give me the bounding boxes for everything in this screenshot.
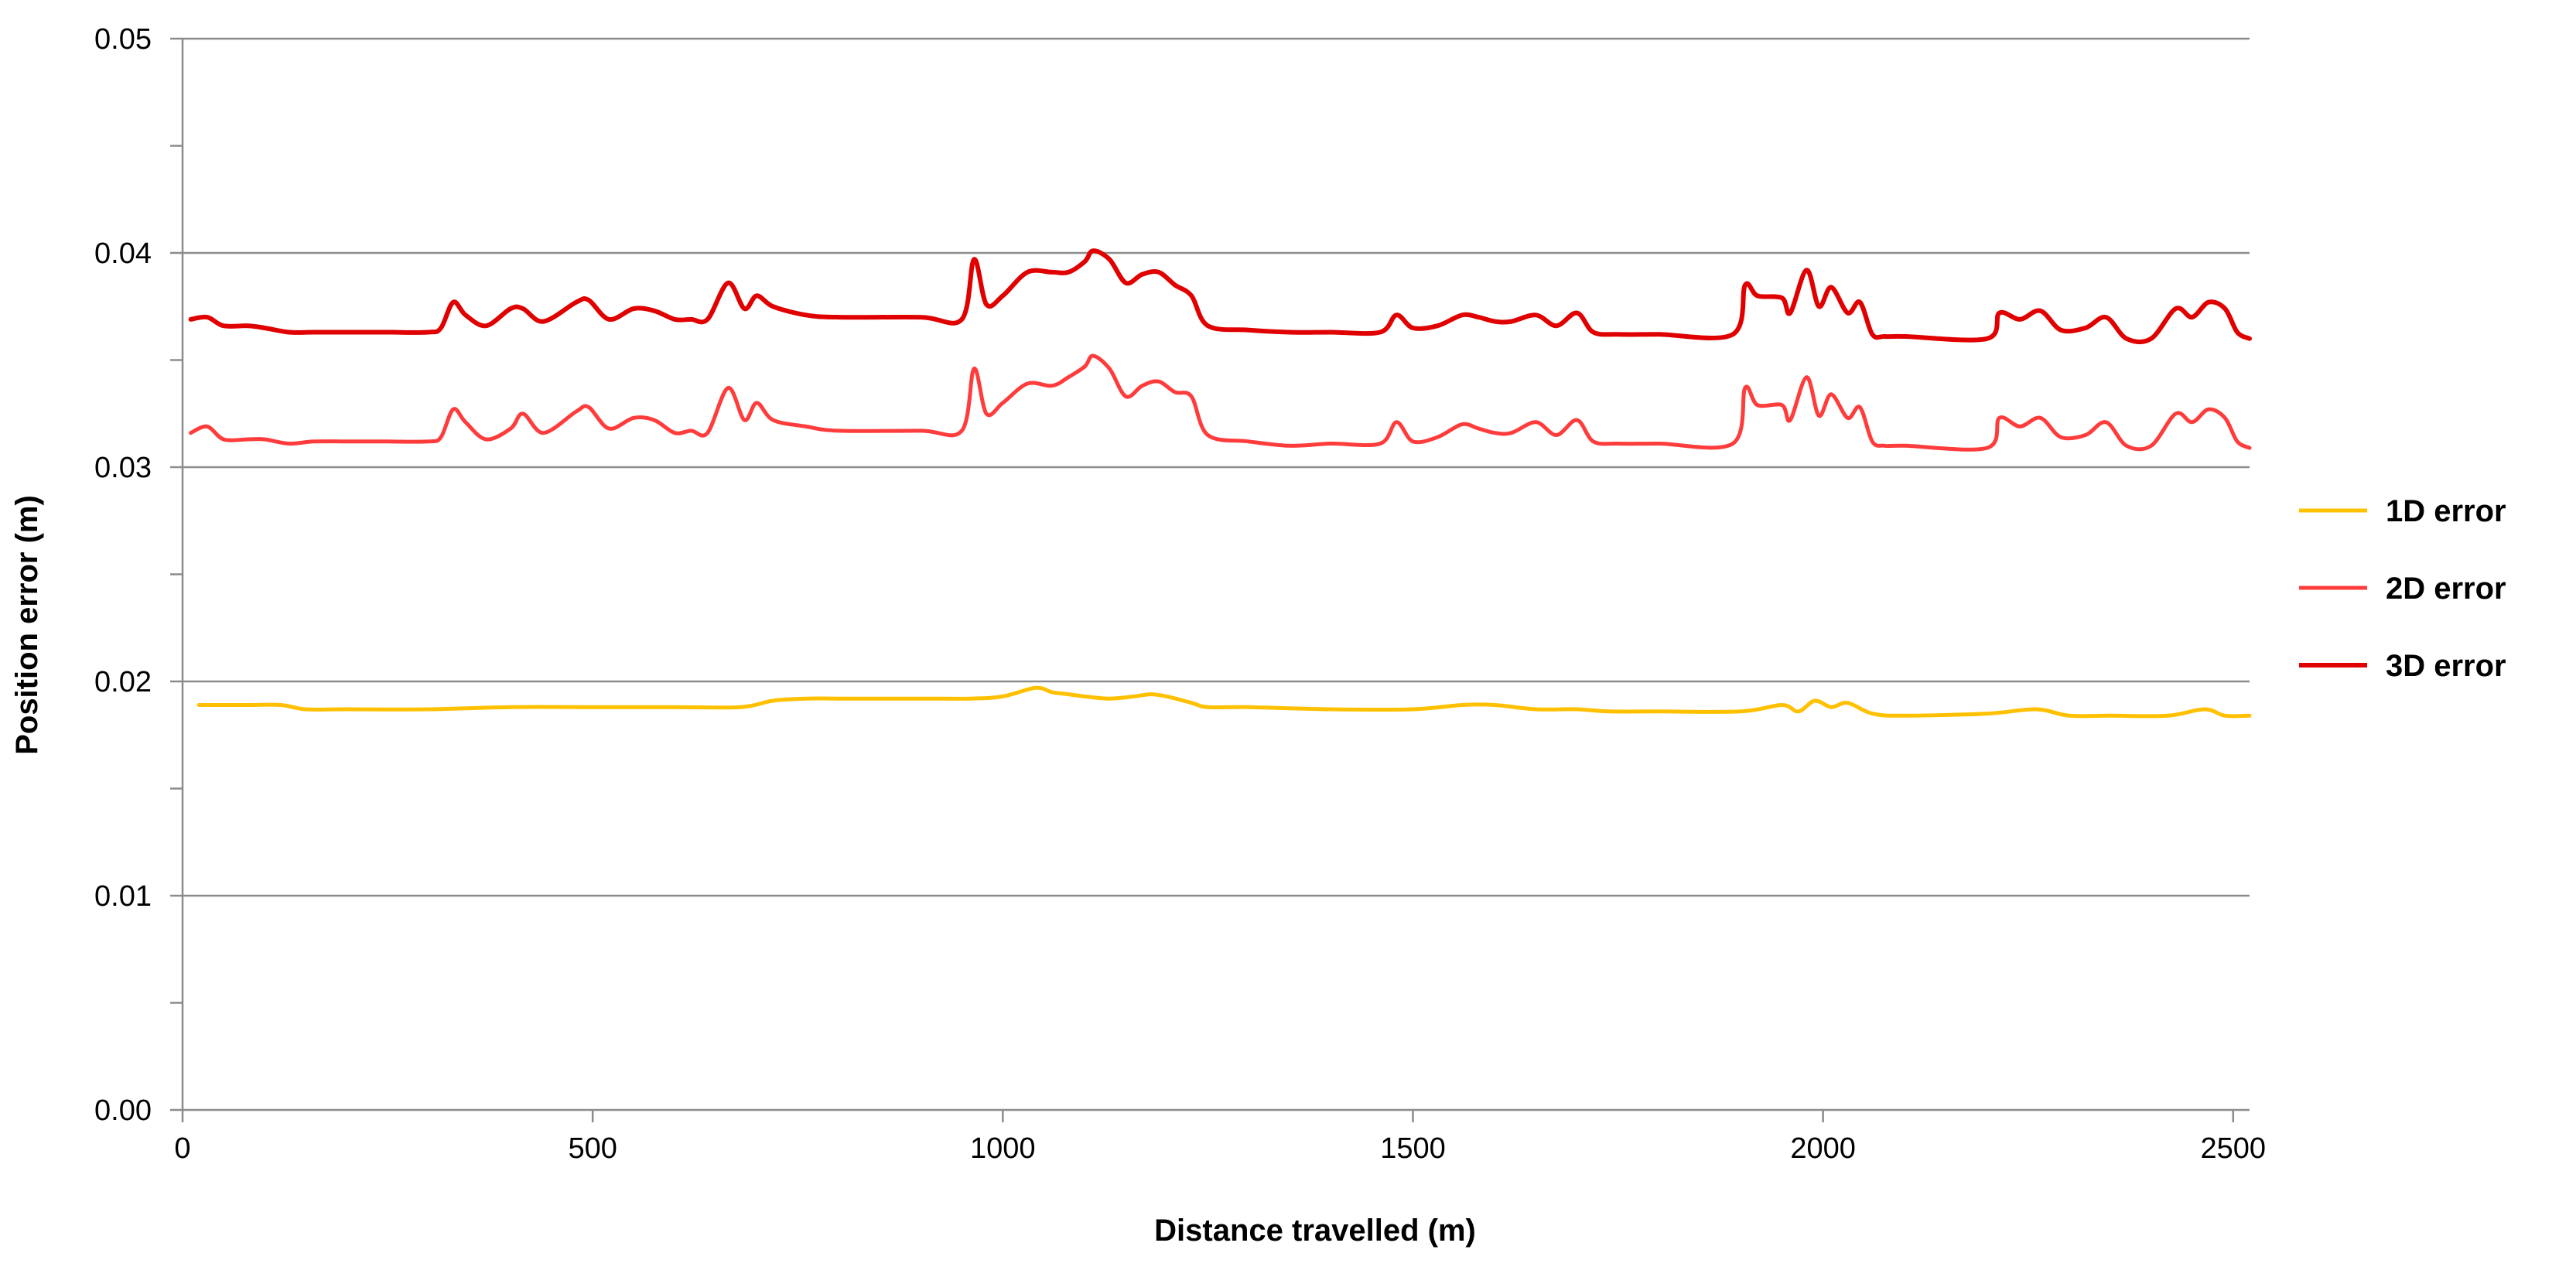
y-axis-title: Position error (m) [10, 495, 44, 755]
y-tick-label: 0.03 [94, 452, 152, 484]
legend-item-3d-error: 3D error [2299, 649, 2506, 683]
y-tick-label: 0.00 [94, 1094, 152, 1127]
x-tick-label: 0 [174, 1132, 190, 1165]
legend-label-2d-error: 2D error [2386, 572, 2506, 606]
legend-item-2d-error: 2D error [2299, 572, 2506, 606]
x-tick-label: 2500 [2201, 1132, 2267, 1165]
series-lines [188, 248, 2252, 719]
legend-item-1d-error: 1D error [2299, 494, 2506, 528]
y-tick-label: 0.04 [94, 237, 152, 270]
legend-label-3d-error: 3D error [2386, 649, 2506, 683]
legend-label-1d-error: 1D error [2386, 494, 2506, 528]
x-tick-label: 1500 [1380, 1132, 1446, 1165]
axes [170, 37, 2250, 1122]
x-tick-label: 2000 [1790, 1132, 1856, 1165]
gridlines [183, 37, 2250, 897]
y-tick-label: 0.02 [94, 666, 152, 698]
series-line-3d-error [188, 248, 2252, 344]
x-tick-label: 500 [568, 1132, 617, 1165]
series-line-2d-error [189, 353, 2252, 452]
x-axis-title: Distance travelled (m) [1154, 1214, 1476, 1248]
series-line-1d-error [196, 685, 2252, 719]
x-tick-label: 1000 [970, 1132, 1036, 1165]
y-tick-label: 0.05 [94, 23, 152, 56]
legend: 1D error 2D error 3D error [2299, 494, 2506, 683]
y-tick-label: 0.01 [94, 880, 152, 913]
tick-labels: 0.00 0.01 0.02 0.03 0.04 0.05 0 500 1000 1500 2000… [94, 23, 2266, 1165]
